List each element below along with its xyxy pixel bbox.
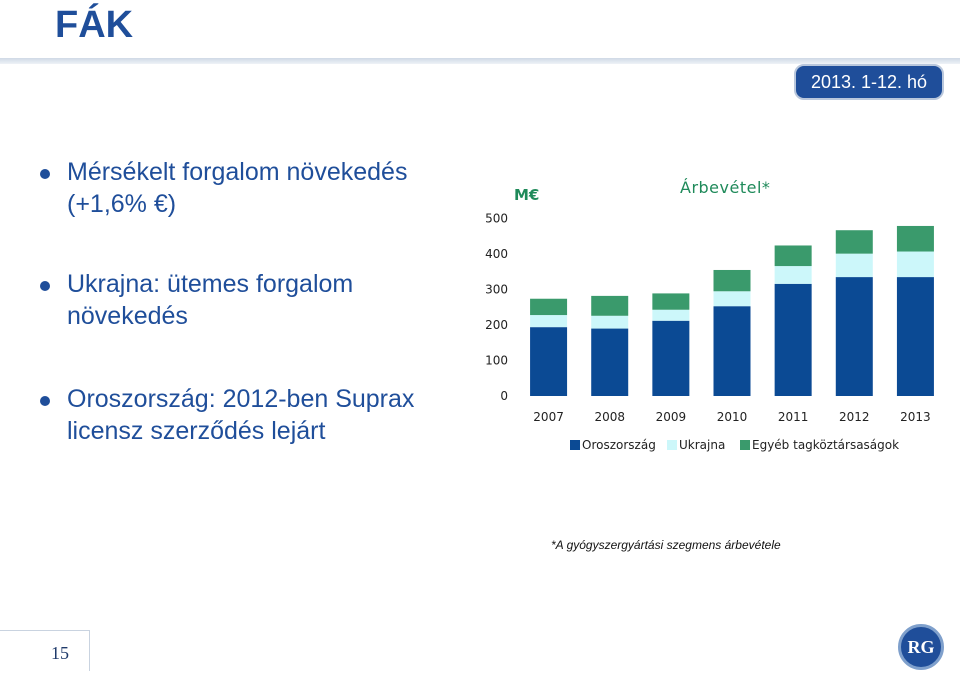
bar-segment-ukrajna [652, 309, 690, 321]
bar-segment-oroszország [591, 328, 629, 396]
legend-label: Oroszország [582, 438, 656, 452]
bar-segment-oroszország [774, 283, 812, 396]
x-tick-label: 2010 [717, 410, 748, 424]
bar-segment-egyéb-tagköztársaságok [652, 293, 690, 310]
y-tick-label: 400 [485, 247, 508, 261]
legend-item: Oroszország [570, 438, 656, 452]
bullet-dot-icon [40, 396, 50, 406]
x-tick-label: 2008 [594, 410, 625, 424]
legend-item: Ukrajna [667, 438, 725, 452]
chart-unit-label: M€ [514, 186, 540, 204]
legend-label: Ukrajna [679, 438, 726, 452]
bar-segment-ukrajna [896, 251, 934, 278]
bar-segment-egyéb-tagköztársaságok [591, 295, 629, 316]
bar-segment-egyéb-tagköztársaságok [774, 245, 812, 267]
legend-swatch [667, 440, 677, 450]
bar-segment-oroszország [530, 327, 568, 396]
legend-label: Egyéb tagköztársaságok [752, 438, 900, 452]
bar-segment-egyéb-tagköztársaságok [713, 269, 751, 292]
y-tick-label: 0 [500, 389, 508, 403]
bar-segment-oroszország [896, 277, 934, 396]
x-tick-label: 2011 [778, 410, 809, 424]
bullet-text: Ukrajna: ütemes forgalom növekedés [67, 270, 354, 330]
company-logo: RG [898, 624, 944, 670]
chart-title: Árbevétel* [680, 178, 771, 197]
y-tick-label: 300 [485, 283, 508, 297]
bar-segment-ukrajna [713, 291, 751, 307]
bullet-text: Mérsékelt forgalom növekedés (+1,6% €) [67, 158, 408, 218]
x-tick-label: 2009 [656, 410, 687, 424]
bar-segment-ukrajna [835, 253, 873, 278]
y-tick-label: 500 [485, 212, 508, 226]
bar-segment-egyéb-tagköztársaságok [835, 230, 873, 254]
title-divider [0, 58, 960, 64]
bar-segment-ukrajna [774, 266, 812, 284]
bar-segment-oroszország [835, 277, 873, 396]
x-tick-label: 2013 [900, 410, 931, 424]
x-tick-label: 2007 [533, 410, 564, 424]
legend-swatch [570, 440, 580, 450]
y-tick-label: 200 [485, 318, 508, 332]
bar-segment-ukrajna [530, 315, 568, 328]
date-badge: 2013. 1-12. hó [794, 64, 944, 100]
page-number: 15 [0, 630, 90, 671]
bullet-dot-icon [40, 169, 50, 179]
x-tick-label: 2012 [839, 410, 870, 424]
legend-swatch [740, 440, 750, 450]
bar-segment-egyéb-tagköztársaságok [896, 225, 934, 252]
page-title: FÁK [55, 4, 134, 46]
bar-segment-ukrajna [591, 315, 629, 329]
stacked-bar-chart: 0 100 200 300 400 500 2007 2008 2009 2010 2011 2012… [485, 212, 934, 424]
bullet-text: Oroszország: 2012-ben Suprax licensz sze… [67, 385, 415, 445]
footnote: *A gyógyszergyártási szegmens árbevétele [551, 538, 781, 552]
y-tick-label: 100 [485, 354, 508, 368]
bullet-dot-icon [40, 281, 50, 291]
legend-item: Egyéb tagköztársaságok [740, 438, 899, 452]
bar-segment-egyéb-tagköztársaságok [530, 298, 568, 316]
bar-segment-oroszország [713, 306, 751, 396]
bar-segment-oroszország [652, 320, 690, 396]
